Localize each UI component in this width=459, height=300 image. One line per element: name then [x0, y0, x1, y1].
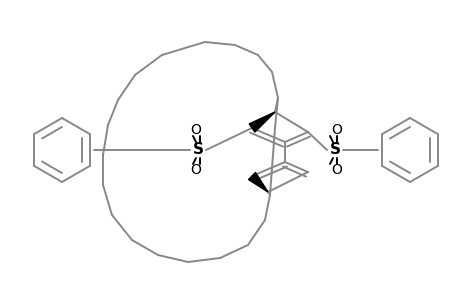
Text: O: O — [190, 163, 201, 177]
Polygon shape — [249, 112, 274, 132]
Text: S: S — [192, 142, 203, 158]
Polygon shape — [248, 172, 268, 192]
Text: O: O — [331, 163, 341, 177]
Text: O: O — [331, 123, 341, 137]
Text: S: S — [329, 142, 340, 158]
Text: O: O — [190, 123, 201, 137]
